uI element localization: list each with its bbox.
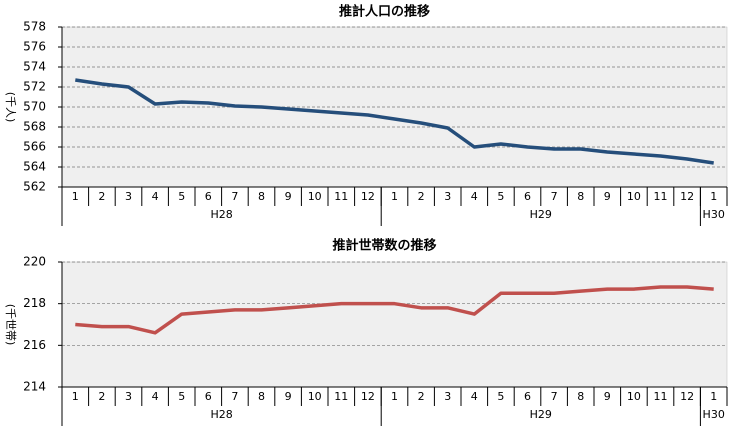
x-tick-label: 10: [627, 190, 641, 203]
x-tick-label: 2: [418, 190, 425, 203]
y-tick-label: 574: [23, 60, 46, 74]
x-tick-label: 11: [654, 390, 668, 403]
y-tick-label: 572: [23, 80, 46, 94]
x-group-label: H29: [530, 208, 552, 221]
x-tick-label: 9: [604, 390, 611, 403]
chart-title: 推計世帯数の推移: [332, 238, 436, 254]
x-tick-label: 6: [205, 190, 212, 203]
x-tick-label: 1: [72, 390, 79, 403]
x-tick-label: 3: [125, 190, 132, 203]
x-tick-label: 12: [680, 190, 694, 203]
x-group-label: H30: [703, 408, 725, 421]
x-tick-label: 10: [308, 390, 322, 403]
plot-area: [61, 261, 728, 388]
x-tick-label: 1: [391, 390, 398, 403]
x-tick-label: 4: [152, 390, 159, 403]
x-tick-label: 6: [524, 390, 531, 403]
x-tick-label: 1: [710, 190, 717, 203]
y-tick-label: 566: [23, 140, 46, 154]
x-group-label: H29: [530, 408, 552, 421]
x-tick-label: 3: [125, 390, 132, 403]
y-axis-label: (千世帯): [4, 304, 17, 346]
x-tick-label: 2: [418, 390, 425, 403]
x-tick-label: 8: [258, 390, 265, 403]
y-tick-label: 578: [23, 20, 46, 34]
x-tick-label: 12: [680, 390, 694, 403]
y-tick-label: 568: [23, 120, 46, 134]
x-tick-label: 8: [577, 390, 584, 403]
x-tick-label: 3: [444, 390, 451, 403]
x-tick-label: 6: [205, 390, 212, 403]
x-tick-label: 5: [178, 390, 185, 403]
y-tick-label: 216: [23, 338, 46, 352]
chart-title: 推計人口の推移: [339, 4, 430, 20]
x-tick-label: 11: [654, 190, 668, 203]
x-tick-label: 1: [391, 190, 398, 203]
x-tick-label: 5: [178, 190, 185, 203]
y-axis-label: (千人): [4, 92, 17, 123]
line-series: [75, 78, 714, 165]
x-tick-label: 12: [361, 190, 375, 203]
x-tick-label: 7: [231, 190, 238, 203]
y-tick-label: 214: [23, 380, 46, 394]
x-tick-label: 9: [285, 190, 292, 203]
x-tick-label: 9: [604, 190, 611, 203]
x-tick-label: 9: [285, 390, 292, 403]
x-tick-label: 8: [577, 190, 584, 203]
y-tick-label: 570: [23, 100, 46, 114]
x-tick-label: 11: [334, 190, 348, 203]
x-tick-label: 4: [471, 190, 478, 203]
y-tick-label: 564: [23, 160, 46, 174]
x-tick-label: 12: [361, 390, 375, 403]
x-tick-label: 2: [98, 190, 105, 203]
x-group-label: H30: [703, 208, 725, 221]
x-tick-label: 1: [710, 390, 717, 403]
x-tick-label: 7: [551, 190, 558, 203]
x-tick-label: 7: [231, 390, 238, 403]
x-tick-label: 4: [471, 390, 478, 403]
y-tick-label: 562: [23, 180, 46, 194]
y-tick-label: 218: [23, 296, 46, 310]
x-tick-label: 8: [258, 190, 265, 203]
x-tick-label: 2: [98, 390, 105, 403]
x-tick-label: 11: [334, 390, 348, 403]
x-tick-label: 5: [497, 390, 504, 403]
x-tick-label: 3: [444, 190, 451, 203]
y-tick-label: 576: [23, 40, 46, 54]
x-tick-label: 1: [72, 190, 79, 203]
line-series: [75, 285, 714, 335]
x-tick-label: 4: [152, 190, 159, 203]
x-group-label: H28: [210, 208, 232, 221]
x-tick-label: 6: [524, 190, 531, 203]
x-tick-label: 10: [308, 190, 322, 203]
y-tick-label: 220: [23, 255, 46, 269]
x-tick-label: 7: [551, 390, 558, 403]
x-tick-label: 5: [497, 190, 504, 203]
x-tick-label: 10: [627, 390, 641, 403]
x-group-label: H28: [210, 408, 232, 421]
